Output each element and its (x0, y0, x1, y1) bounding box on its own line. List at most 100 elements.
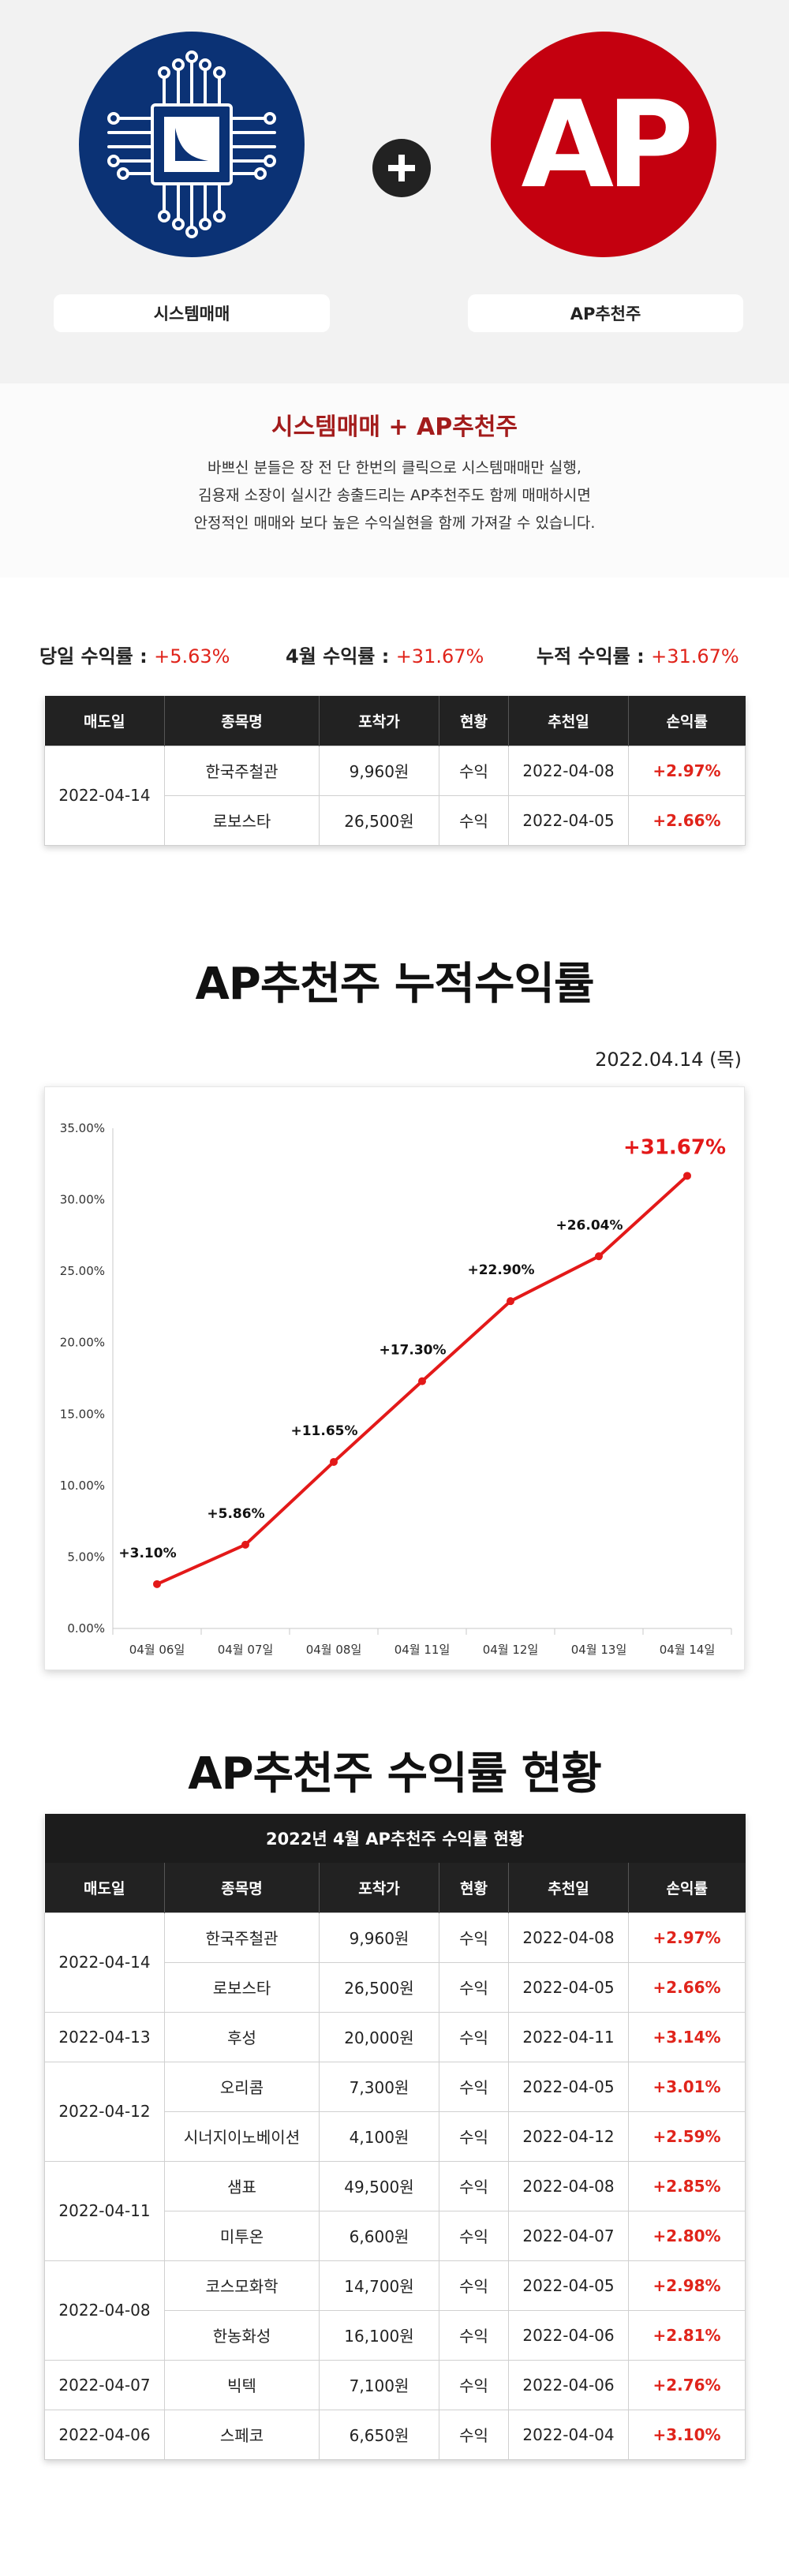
data-label: +26.04% (555, 1217, 623, 1233)
system-trading-badge (79, 32, 305, 257)
stock-name-cell: 한국주철관 (164, 1912, 320, 1963)
return-pct-cell: +2.97% (627, 1912, 746, 1963)
return-pct-cell: +2.98% (627, 2260, 746, 2311)
entry-price-cell: 14,700원 (319, 2260, 439, 2311)
rec-date-cell: 2022-04-06 (508, 2309, 629, 2361)
col-header-status: 현황 (439, 696, 509, 746)
entry-price-cell: 4,100원 (319, 2111, 439, 2162)
data-label: +11.65% (290, 1423, 357, 1439)
rec-date-cell: 2022-04-05 (508, 2061, 629, 2112)
y-tick-label: 15.00% (60, 1407, 105, 1421)
ap-logo-badge: AP (491, 32, 716, 257)
table-header-row: 매도일 종목명 포착가 현황 추천일 손익률 (44, 696, 746, 746)
sell-date-cell: 2022-04-14 (44, 745, 165, 846)
status-cell: 수익 (439, 2359, 509, 2410)
today-return-value: +5.63% (154, 645, 230, 667)
x-tick-label: 04월 08일 (306, 1643, 362, 1657)
data-label: +17.30% (379, 1343, 446, 1359)
status-cell: 수익 (439, 2111, 509, 2162)
chart-section-title: AP추천주 누적수익률 (195, 959, 594, 1010)
return-pct-cell: +2.76% (627, 2359, 746, 2410)
return-pct-cell: +2.66% (628, 794, 746, 846)
chart-date: 2022.04.14 (목) (595, 1049, 742, 1071)
rec-date-cell: 2022-04-12 (508, 2111, 629, 2162)
rec-date-cell: 2022-04-08 (508, 2160, 629, 2211)
sell-date-cell: 2022-04-12 (44, 2061, 165, 2162)
stock-name-cell: 샘표 (164, 2160, 320, 2211)
y-tick-label: 10.00% (60, 1479, 105, 1493)
y-tick-label: 35.00% (60, 1121, 105, 1135)
entry-price-cell: 26,500원 (319, 1961, 439, 2013)
status-cell: 수익 (439, 2160, 509, 2211)
col-header-rec-date: 추천일 (508, 1863, 629, 1912)
table-row: 2022-04-14 한국주철관 9,960원 수익 2022-04-08 +2.97% (44, 745, 746, 846)
entry-price-cell: 6,600원 (319, 2210, 439, 2261)
month-return-label: 4월 수익률 : (286, 645, 396, 667)
today-table-section: 매도일 종목명 포착가 현황 추천일 손익률 2022-04-14 한국주철관 9,… (0, 696, 789, 889)
y-tick-label: 20.00% (60, 1336, 105, 1350)
ap-recommend-label: AP추천주 (468, 294, 743, 332)
data-point (683, 1172, 691, 1180)
stock-name-cell: 한국주철관 (164, 745, 320, 796)
x-tick-label: 04월 14일 (660, 1643, 716, 1657)
entry-price-cell: 20,000원 (319, 2011, 439, 2062)
table-row: 2022-04-07 빅텍 7,100원 수익 2022-04-06 +2.76% (44, 2359, 746, 2410)
month-return: 4월 수익률 : +31.67% (286, 641, 484, 668)
rec-date-cell: 2022-04-08 (508, 745, 629, 796)
data-label: +3.10% (118, 1546, 176, 1561)
x-tick-label: 04월 13일 (571, 1643, 627, 1657)
returns-summary: 당일 수익률 : +5.63% 4월 수익률 : +31.67% 누적 수익률 … (0, 578, 789, 696)
data-point (418, 1377, 426, 1385)
intro-line: 김용재 소장이 실시간 송출드리는 AP추천주도 함께 매매하시면 (198, 487, 591, 504)
col-header-return: 손익률 (627, 1863, 746, 1912)
data-label: +22.90% (467, 1262, 534, 1278)
stock-name-cell: 스페코 (164, 2409, 320, 2460)
chart-section: AP추천주 누적수익률 2022.04.14 (목) 0.00% 5.00% 10.… (0, 889, 789, 1691)
stock-name-cell: 빅텍 (164, 2359, 320, 2410)
table-row: 시너지이노베이션 4,100원 수익 2022-04-12 +2.59% (45, 2111, 746, 2162)
stock-name-cell: 후성 (164, 2011, 320, 2062)
cumulative-return: 누적 수익률 : +31.67% (537, 641, 739, 668)
return-pct-cell: +3.14% (627, 2011, 746, 2062)
table-row: 2022-04-14 한국주철관 9,960원 수익 2022-04-08 +2.97% (44, 1912, 746, 2013)
today-sales-table: 매도일 종목명 포착가 현황 추천일 손익률 2022-04-14 한국주철관 9,… (44, 696, 746, 846)
table-row: 2022-04-11 샘표 49,500원 수익 2022-04-08 +2.85% (44, 2160, 746, 2261)
data-point (241, 1540, 249, 1549)
sell-date-cell: 2022-04-06 (44, 2409, 165, 2460)
status-cell: 수익 (439, 2210, 509, 2261)
plus-icon (372, 139, 431, 197)
col-header-status: 현황 (439, 1863, 509, 1912)
table-row: 미투온 6,600원 수익 2022-04-07 +2.80% (45, 2210, 746, 2261)
table-row: 2022-04-06 스페코 6,650원 수익 2022-04-04 +3.10% (44, 2409, 746, 2460)
y-tick-label: 30.00% (60, 1193, 105, 1207)
intro-description: 바쁘신 분들은 장 전 단 한번의 클릭으로 시스템매매만 실행, 김용재 소장… (0, 454, 789, 537)
rec-date-cell: 2022-04-04 (508, 2409, 629, 2460)
cumulative-return-value: +31.67% (651, 645, 739, 667)
data-point (153, 1580, 161, 1588)
intro-section: 시스템매매 + AP추천주 바쁘신 분들은 장 전 단 한번의 클릭으로 시스템… (0, 383, 789, 578)
return-pct-cell: +2.59% (627, 2111, 746, 2162)
today-return-label: 당일 수익률 : (39, 645, 155, 667)
entry-price-cell: 16,100원 (319, 2309, 439, 2361)
stock-name-cell: 오리콤 (164, 2061, 320, 2112)
status-cell: 수익 (439, 1912, 509, 1963)
entry-price-cell: 7,100원 (319, 2359, 439, 2410)
return-pct-cell: +2.85% (627, 2160, 746, 2211)
table-row: 2022-04-08 코스모화학 14,700원 수익 2022-04-05 +2.98% (44, 2260, 746, 2361)
entry-price-cell: 7,300원 (319, 2061, 439, 2112)
col-header-sell-date: 매도일 (44, 1863, 165, 1912)
sell-date-cell: 2022-04-08 (44, 2260, 165, 2361)
col-header-sell-date: 매도일 (44, 696, 165, 746)
table-row: 로보스타 26,500원 수익 2022-04-05 +2.66% (45, 1961, 746, 2013)
status-section: AP추천주 수익률 현황 2022년 4월 AP추천주 수익률 현황 매도일 종… (0, 1691, 789, 2503)
data-label: +5.86% (207, 1506, 264, 1522)
entry-price-cell: 6,650원 (319, 2409, 439, 2460)
stock-name-cell: 로보스타 (164, 1961, 320, 2013)
status-cell: 수익 (439, 2011, 509, 2062)
cumulative-return-label: 누적 수익률 : (537, 645, 652, 667)
hero-section: AP 시스템매매 AP추천주 (0, 0, 789, 383)
return-pct-cell: +2.80% (627, 2210, 746, 2261)
status-section-title: AP추천주 수익률 현황 (188, 1748, 602, 1800)
stock-name-cell: 시너지이노베이션 (164, 2111, 320, 2162)
x-tick-label: 04월 12일 (483, 1643, 539, 1657)
